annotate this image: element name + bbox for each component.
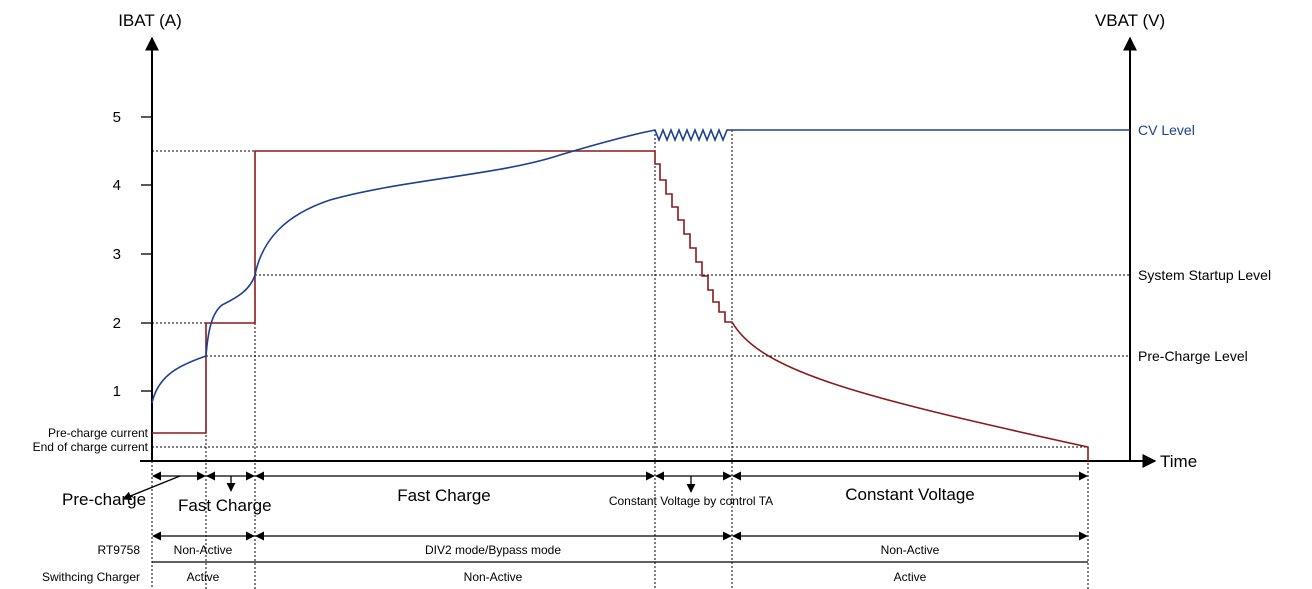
right-axis-title: VBAT (V) — [1095, 11, 1165, 30]
y-tick-1: 1 — [113, 383, 121, 400]
battery-current-curve — [152, 150, 1089, 461]
status-rows — [152, 531, 1088, 563]
axes — [140, 36, 1157, 468]
end-of-charge-current-label: End of charge current — [33, 440, 149, 454]
y-tick-3: 3 — [113, 246, 121, 263]
row-switching-charger-segment-1: Active — [187, 570, 220, 584]
phase-spans — [122, 471, 1088, 501]
left-axis-title: IBAT (A) — [118, 11, 182, 30]
system-startup-level-label: System Startup Level — [1138, 267, 1271, 283]
time-axis-title: Time — [1160, 452, 1197, 471]
row-switching-charger-segment-3: Active — [894, 570, 927, 584]
row-switching-charger-label: Swithcing Charger — [42, 570, 140, 584]
row-switching-charger-segment-2: Non-Active — [464, 570, 523, 584]
row-rt9758-label: RT9758 — [98, 543, 141, 557]
cv-level-label: CV Level — [1138, 122, 1195, 138]
battery-voltage-curve — [151, 127, 1130, 404]
pre-charge-level-label: Pre-Charge Level — [1138, 348, 1248, 364]
y-tick-2: 2 — [113, 315, 121, 332]
row-rt9758-segment-2: DIV2 mode/Bypass mode — [425, 543, 561, 557]
reference-lines — [151, 129, 1130, 589]
row-rt9758-segment-3: Non-Active — [881, 543, 940, 557]
row-rt9758-segment-1: Non-Active — [174, 543, 233, 557]
y-tick-4: 4 — [113, 177, 121, 194]
phase-cv-ta-label: Constant Voltage by control TA — [609, 494, 773, 508]
phase-fast-charge-1-label: Fast Charge — [178, 496, 272, 515]
phase-pre-charge-label: Pre-charge — [62, 490, 146, 509]
phase-fast-charge-2-label: Fast Charge — [397, 486, 491, 505]
pre-charge-current-label: Pre-charge current — [48, 426, 149, 440]
y-tick-5: 5 — [113, 109, 121, 126]
phase-constant-voltage-label: Constant Voltage — [845, 485, 974, 504]
